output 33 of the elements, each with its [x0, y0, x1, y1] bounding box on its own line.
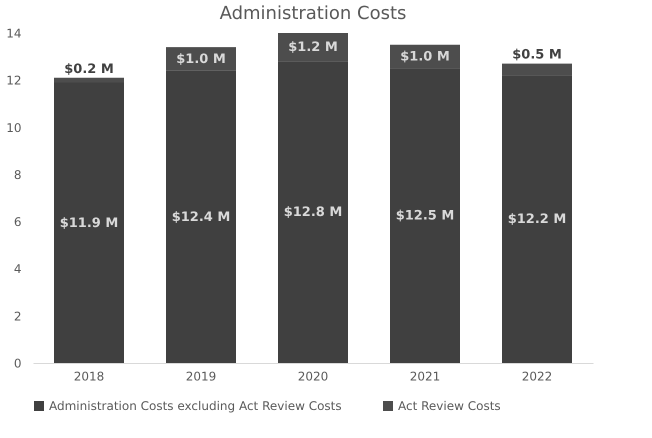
- data-label: $1.2 M: [288, 40, 338, 56]
- data-label: $12.8 M: [284, 205, 342, 220]
- bar: [166, 70, 236, 363]
- data-label: $0.2 M: [64, 62, 114, 77]
- x-tick-label: 2020: [298, 370, 328, 384]
- x-tick-label: 2022: [522, 370, 552, 384]
- y-tick-label: 4: [14, 262, 22, 276]
- data-label: $12.2 M: [508, 212, 566, 228]
- data-label: $1.0 M: [176, 52, 226, 67]
- x-tick-label: 2018: [74, 370, 104, 384]
- data-label: $0.5 M: [512, 48, 562, 63]
- legend-label: Administration Costs excluding Act Review Costs: [49, 399, 342, 413]
- y-tick-label: 0: [14, 356, 22, 370]
- bar: [390, 68, 460, 363]
- legend-label: Act Review Costs: [398, 399, 501, 413]
- bar: [502, 75, 572, 363]
- x-tick-label: 2019: [186, 370, 216, 384]
- y-tick-label: 2: [14, 309, 22, 324]
- x-tick-label: 2021: [410, 370, 440, 384]
- y-tick-label: 8: [14, 168, 22, 182]
- y-tick-label: 6: [14, 215, 22, 230]
- bar: [278, 61, 348, 363]
- data-label: $12.5 M: [396, 208, 454, 224]
- data-label: $1.0 M: [400, 50, 450, 65]
- chart-title: Administration Costs: [220, 3, 406, 24]
- data-label: $12.4 M: [172, 210, 230, 225]
- y-tick-label: 12: [6, 74, 22, 88]
- bar: [54, 78, 124, 82]
- y-tick-label: 14: [6, 26, 22, 40]
- bar: [502, 64, 572, 76]
- y-tick-label: 10: [6, 120, 22, 135]
- data-label: $11.9 M: [60, 216, 118, 231]
- bar: [54, 82, 124, 363]
